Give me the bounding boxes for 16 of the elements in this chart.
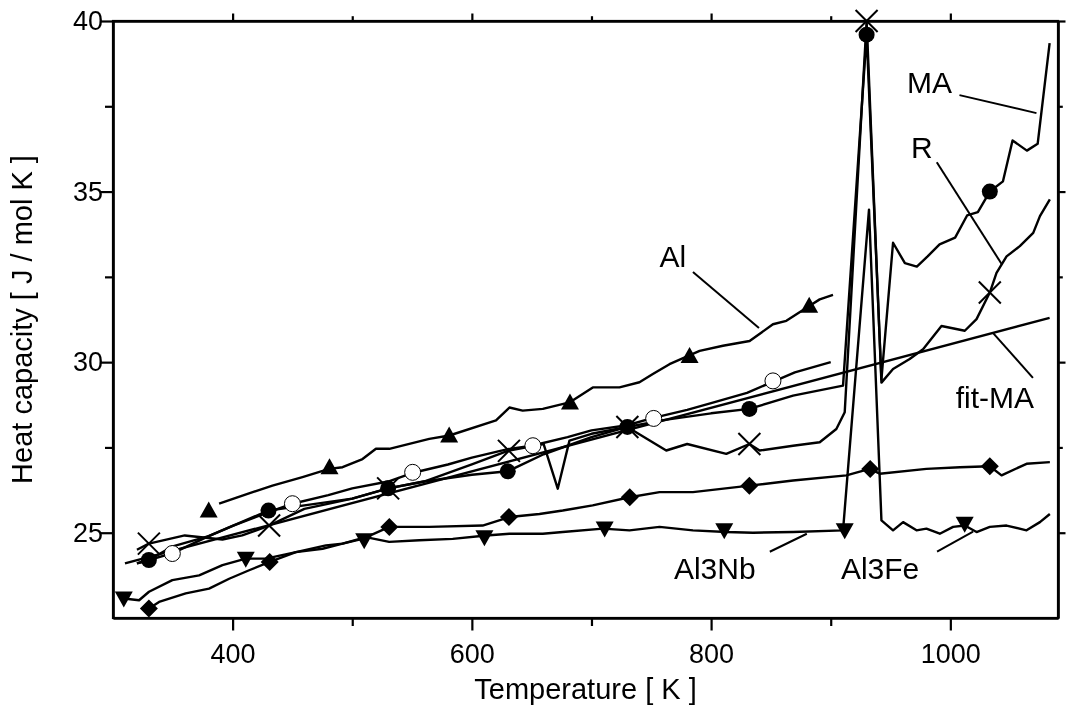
annotation: Al (659, 239, 687, 273)
y-tick-label: 35 (72, 176, 103, 207)
y-axis-title: Heat capacity [ J / mol K ] (6, 155, 38, 484)
x-tick-label: 600 (449, 639, 495, 670)
annotation: Al3Fe (840, 552, 920, 586)
annotation: MA (906, 65, 952, 99)
x-tick-label: 800 (689, 639, 735, 670)
x-tick-label: 1000 (920, 639, 981, 670)
annotation: Al3Nb (673, 552, 756, 586)
y-tick-label: 40 (72, 6, 103, 37)
y-tick-label: 30 (72, 347, 103, 378)
x-tick-label: 400 (210, 639, 256, 670)
y-tick-label: 25 (72, 517, 103, 548)
annotation: R (910, 130, 933, 164)
x-axis-title: Temperature [ K ] (474, 673, 697, 705)
annotation: fit-MA (955, 381, 1035, 415)
